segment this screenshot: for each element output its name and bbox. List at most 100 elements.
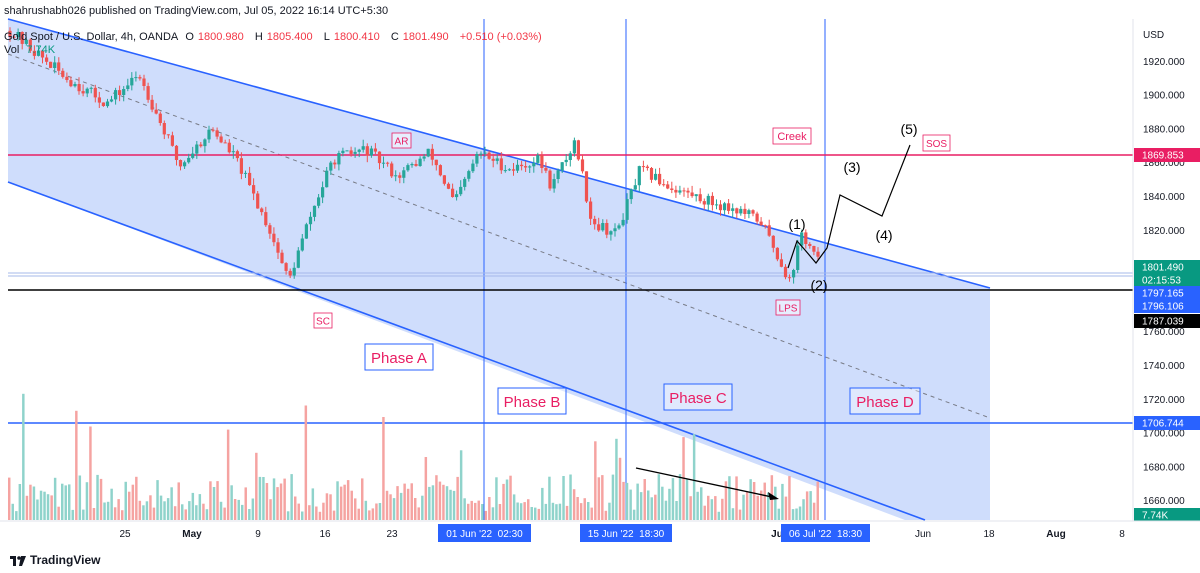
annotation-lps[interactable]: LPS bbox=[775, 299, 801, 316]
price-axis[interactable]: USD 1920.000 1900.000 1880.000 1860.000 1840… bbox=[1132, 19, 1200, 522]
time-axis[interactable]: 25 May 9 16 23 01 Jun '22 02:30 15 Jun '… bbox=[0, 520, 1200, 547]
volume-bar bbox=[700, 487, 703, 520]
volume-bar bbox=[315, 506, 318, 520]
candle-body bbox=[183, 162, 187, 167]
candle-body bbox=[479, 153, 483, 155]
volume-bar bbox=[392, 498, 396, 520]
volume-bar bbox=[152, 507, 156, 520]
symbol-name[interactable]: Gold Spot / U.S. Dollar, 4h, OANDA bbox=[4, 31, 179, 43]
volume-bar bbox=[346, 480, 350, 520]
candle-body bbox=[528, 166, 532, 168]
candle-body bbox=[219, 136, 223, 143]
candle-body bbox=[609, 231, 613, 235]
volume-bar bbox=[431, 485, 435, 520]
volume-bar bbox=[445, 486, 449, 520]
volume-bar bbox=[399, 492, 403, 520]
annotation-sos[interactable]: SOS bbox=[922, 134, 951, 152]
wave-4-label[interactable]: (4) bbox=[875, 227, 892, 243]
phase-b-box[interactable]: Phase B bbox=[497, 387, 567, 415]
channel-upper-line[interactable] bbox=[7, 18, 991, 289]
volume-trend-arrow[interactable] bbox=[635, 467, 779, 500]
wave-1-label[interactable]: (1) bbox=[788, 216, 805, 232]
candle-body bbox=[658, 173, 662, 185]
candle-body bbox=[235, 151, 239, 159]
candle-body bbox=[345, 150, 349, 152]
candle-body bbox=[406, 165, 410, 171]
volume-bar bbox=[516, 502, 519, 520]
candle-body bbox=[207, 129, 211, 140]
candle-body bbox=[231, 151, 235, 153]
candle-body bbox=[515, 164, 520, 171]
volume-bar bbox=[265, 483, 269, 520]
volume-bar bbox=[756, 495, 759, 520]
candle-body bbox=[312, 205, 317, 217]
price-tag: 1801.490 bbox=[1134, 260, 1200, 274]
phase-d-box[interactable]: Phase D bbox=[849, 387, 921, 415]
volume-bar bbox=[39, 490, 43, 520]
candle-body bbox=[138, 77, 142, 79]
wave-5-label[interactable]: (5) bbox=[900, 121, 917, 137]
volume-bar bbox=[385, 490, 389, 520]
volume-bar bbox=[272, 478, 276, 520]
high-label: H bbox=[254, 31, 263, 43]
footer-brand[interactable]: TradingView bbox=[10, 553, 100, 567]
wave-3-label[interactable]: (3) bbox=[843, 159, 860, 175]
volume-bar bbox=[410, 483, 413, 520]
volume-bar bbox=[805, 491, 809, 520]
candle-body bbox=[808, 244, 812, 246]
volume-bar bbox=[29, 484, 32, 520]
candle-body bbox=[451, 188, 455, 197]
volume-bar bbox=[636, 483, 639, 520]
volume-bar bbox=[484, 510, 488, 520]
wave-projection[interactable] bbox=[787, 144, 911, 269]
candle-body bbox=[398, 175, 402, 178]
phase-c-box[interactable]: Phase C bbox=[663, 383, 733, 411]
volume-legend[interactable]: Vol 7.74K bbox=[4, 44, 59, 56]
candle-body bbox=[85, 88, 89, 94]
volume-bar bbox=[421, 495, 424, 520]
candle-body bbox=[353, 151, 357, 154]
volume-bar bbox=[675, 501, 678, 520]
candle-body bbox=[349, 150, 353, 154]
symbol-line[interactable]: Gold Spot / U.S. Dollar, 4h, OANDA O 1800… bbox=[4, 31, 546, 43]
volume-bar bbox=[721, 498, 724, 520]
candle-body bbox=[142, 78, 146, 86]
volume-bar bbox=[424, 457, 428, 520]
channel-lower-line[interactable] bbox=[7, 181, 926, 521]
volume-bar bbox=[269, 499, 272, 520]
footer-brand-text: TradingView bbox=[30, 553, 101, 567]
volume-bar bbox=[46, 494, 50, 520]
volume-bar bbox=[403, 483, 406, 520]
volume-bar bbox=[57, 506, 60, 520]
volume-bar bbox=[276, 487, 279, 520]
volume-bar bbox=[463, 498, 466, 520]
wave-2-label[interactable]: (2) bbox=[810, 277, 827, 293]
candle-body bbox=[584, 171, 589, 202]
annotation-sc[interactable]: SC bbox=[313, 312, 333, 329]
candle-body bbox=[130, 77, 134, 86]
annotation-ar[interactable]: AR bbox=[391, 132, 412, 149]
annotation-creek[interactable]: Creek bbox=[772, 127, 812, 145]
candle-body bbox=[556, 170, 560, 179]
volume-bar bbox=[230, 485, 233, 520]
candle-body bbox=[12, 36, 16, 38]
volume-bar bbox=[558, 503, 562, 520]
volume-bar bbox=[760, 490, 763, 520]
volume-bar bbox=[339, 486, 343, 520]
candle-body bbox=[272, 233, 276, 243]
volume-bar bbox=[318, 511, 322, 520]
candle-body bbox=[812, 246, 816, 252]
phase-a-box[interactable]: Phase A bbox=[364, 343, 434, 371]
volume-bar bbox=[336, 481, 339, 520]
channel[interactable] bbox=[7, 18, 991, 521]
y-tick-label: 1740.000 bbox=[1143, 361, 1185, 372]
publisher-text: shahrushabh026 published on TradingView.… bbox=[4, 5, 389, 17]
candle-body bbox=[463, 178, 467, 187]
volume-bar bbox=[195, 505, 198, 520]
volume-bar bbox=[467, 503, 470, 520]
vertical-markers[interactable] bbox=[483, 19, 826, 520]
svg-text:15 Jun '22 18:30: 15 Jun '22 18:30 bbox=[588, 529, 665, 540]
volume-bar bbox=[382, 417, 385, 520]
channel-mid-line[interactable] bbox=[7, 53, 991, 419]
